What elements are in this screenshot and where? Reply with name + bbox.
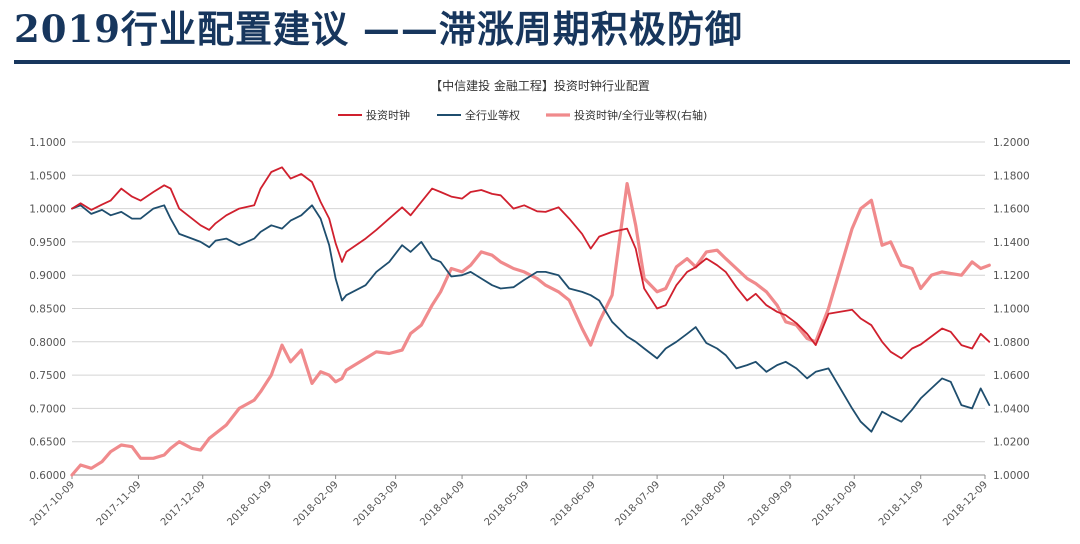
left-y-tick-label: 0.7000 [29, 403, 66, 415]
x-tick-label: 2018-06-09 [549, 479, 598, 528]
title-underline [14, 60, 1070, 64]
left-y-tick-label: 0.9500 [29, 237, 66, 249]
x-tick-label: 2018-05-09 [483, 479, 532, 528]
left-y-tick-label: 0.8500 [29, 304, 66, 316]
chart-title: 【中信建投 金融工程】投资时钟行业配置 [430, 78, 650, 93]
series-line-1 [71, 166, 991, 360]
left-y-tick-label: 0.6000 [29, 470, 66, 482]
x-tick-label: 2018-11-09 [877, 479, 926, 528]
series-line-3 [70, 181, 991, 477]
right-y-tick-label: 1.0200 [993, 437, 1030, 449]
x-tick-label: 2018-02-09 [292, 479, 341, 528]
x-tick-label: 2017-11-09 [95, 479, 144, 528]
x-axis: 2017-10-09 2017-11-09 2017-12-09 2018-01-09… [28, 475, 990, 528]
chart-legend: 投资时钟 全行业等权 投资时钟/全行业等权(右轴) [338, 108, 707, 122]
x-tick-label: 2018-09-09 [746, 479, 795, 528]
line-chart: 【中信建投 金融工程】投资时钟行业配置 投资时钟 全行业等权 投资时钟/全行业等权(… [28, 78, 1030, 528]
legend-label: 投资时钟 [366, 108, 410, 122]
right-y-tick-label: 1.1800 [993, 170, 1030, 182]
series-lines [70, 166, 991, 477]
x-tick-label: 2018-01-09 [225, 479, 274, 528]
page-title: 2019行业配置建议 ——滞涨周期积极防御 [14, 7, 743, 51]
legend-label: 投资时钟/全行业等权(右轴) [574, 108, 707, 122]
left-y-tick-label: 1.0000 [29, 204, 66, 216]
left-y-tick-label: 0.9000 [29, 270, 66, 282]
right-y-tick-label: 1.1200 [993, 270, 1030, 282]
x-tick-label: 2018-10-09 [811, 479, 860, 528]
right-y-tick-label: 1.0600 [993, 370, 1030, 382]
x-tick-label: 2018-03-09 [352, 479, 401, 528]
left-y-tick-label: 0.8000 [29, 337, 66, 349]
left-y-tick-label: 0.7500 [29, 370, 66, 382]
right-y-axis: 1.0000 1.0200 1.0400 1.0600 1.0800 1.1000 1.12… [993, 137, 1030, 482]
left-y-tick-label: 0.6500 [29, 437, 66, 449]
right-y-tick-label: 1.1600 [993, 204, 1030, 216]
right-y-tick-label: 1.1400 [993, 237, 1030, 249]
grid-lines [72, 141, 985, 476]
right-y-tick-label: 1.0000 [993, 470, 1030, 482]
left-y-tick-label: 1.0500 [29, 170, 66, 182]
x-tick-label: 2018-12-09 [941, 479, 990, 528]
x-tick-label: 2017-10-09 [28, 479, 77, 528]
legend-label: 全行业等权 [465, 108, 520, 122]
right-y-tick-label: 1.0400 [993, 403, 1030, 415]
left-y-axis: 0.6000 0.6500 0.7000 0.7500 0.8000 0.8500 0.90… [29, 137, 66, 482]
x-tick-label: 2017-12-09 [159, 479, 208, 528]
right-y-tick-label: 1.0800 [993, 337, 1030, 349]
right-y-tick-label: 1.2000 [993, 137, 1030, 149]
x-tick-label: 2018-07-09 [613, 479, 662, 528]
x-tick-label: 2018-04-09 [418, 479, 467, 528]
left-y-tick-label: 1.1000 [29, 137, 66, 149]
right-y-tick-label: 1.1000 [993, 304, 1030, 316]
x-tick-label: 2018-08-09 [680, 479, 729, 528]
series-line-2 [71, 204, 991, 433]
